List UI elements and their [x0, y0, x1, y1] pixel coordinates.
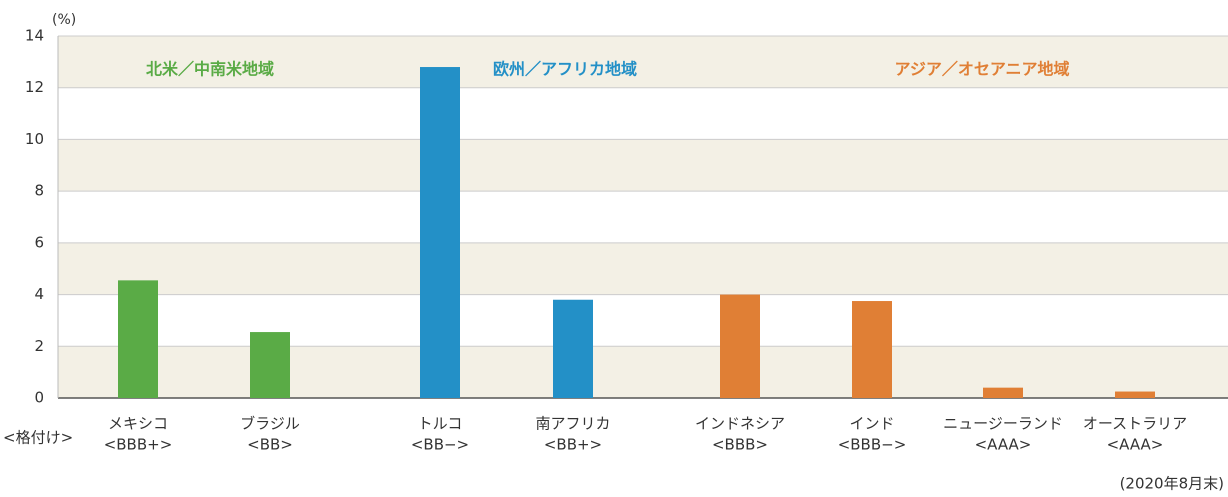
rating-label: <BB+> [544, 436, 602, 454]
grid-band [58, 191, 1228, 243]
x-tick-label: ブラジル [240, 415, 300, 433]
region-label: 北米／中南米地域 [146, 60, 274, 79]
grid-band [58, 346, 1228, 398]
grid-band [58, 87, 1228, 140]
grid-band [58, 36, 1228, 88]
bar [250, 332, 290, 398]
x-tick-label: インドネシア [695, 415, 785, 433]
x-tick-label: メキシコ [108, 415, 168, 433]
x-tick-label: インド [849, 415, 894, 433]
x-tick-label: トルコ [418, 415, 463, 433]
unit-label: (%) [52, 12, 76, 28]
y-tick-label: 8 [34, 182, 44, 200]
grid-band [58, 242, 1228, 295]
y-tick-label: 2 [34, 337, 44, 355]
bar [852, 301, 892, 398]
rating-label: <AAA> [975, 436, 1032, 454]
footnote: (2020年8月末) [1120, 475, 1224, 493]
rating-label: <BBB−> [838, 436, 907, 454]
x-tick-label: オーストラリア [1083, 415, 1187, 433]
y-tick-label: 12 [25, 78, 44, 96]
x-tick-label: ニュージーランド [943, 415, 1063, 433]
grid-band [58, 139, 1228, 192]
bar [983, 387, 1023, 398]
y-tick-label: 10 [25, 130, 44, 148]
region-label: 欧州／アフリカ地域 [493, 60, 637, 79]
rating-label: <BBB> [712, 436, 768, 454]
rating-label: <BBB+> [104, 436, 173, 454]
bar [720, 294, 760, 398]
rating-label: <BB−> [411, 436, 469, 454]
region-label: アジア／オセアニア地域 [894, 60, 1069, 79]
x-tick-label: 南アフリカ [535, 415, 610, 433]
y-tick-label: 0 [34, 389, 44, 407]
y-tick-label: 14 [25, 27, 44, 45]
bar [420, 67, 460, 399]
bar [1115, 391, 1155, 398]
bar [553, 299, 593, 398]
rating-label: <BB> [247, 436, 293, 454]
bar [118, 280, 158, 398]
grid-band [58, 294, 1228, 347]
y-tick-label: 4 [34, 285, 44, 303]
rating-label: <AAA> [1107, 436, 1164, 454]
y-tick-label: 6 [34, 233, 44, 251]
ratings-label: <格付け> [3, 429, 73, 447]
